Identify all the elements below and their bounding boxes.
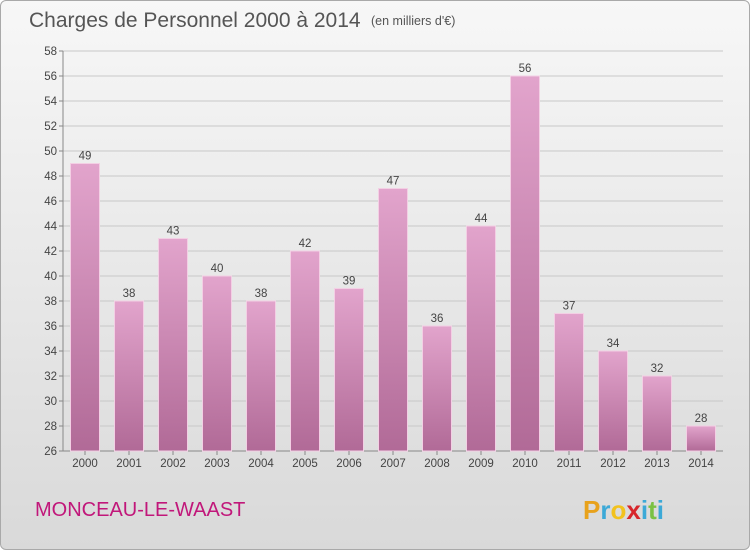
y-tick-label: 48: [44, 171, 57, 183]
y-tick-label: 30: [44, 396, 57, 408]
value-labels: 49 38 43 40 38 42 39 47 36 44 56 37 34 32 28: [79, 63, 708, 425]
bar-2012: [598, 350, 628, 452]
value-label-2010: 56: [519, 63, 532, 75]
y-tick-label: 36: [44, 321, 57, 333]
value-label-2007: 47: [387, 176, 400, 188]
value-label-2008: 36: [431, 313, 444, 325]
logo-letter: i: [641, 495, 648, 525]
y-tick-label: 32: [44, 371, 57, 383]
logo-letter: P: [583, 495, 600, 525]
bar-2007: [378, 188, 408, 452]
y-tick-label: 44: [44, 221, 57, 233]
x-tick-label-2012: 2012: [600, 458, 626, 470]
y-tick-label: 52: [44, 121, 57, 133]
logo-letter: r: [600, 495, 610, 525]
x-tick-label-2003: 2003: [204, 458, 230, 470]
bar-2004: [246, 300, 276, 452]
value-label-2000: 49: [79, 151, 92, 163]
bar-2003: [202, 275, 232, 452]
y-tick-label: 34: [44, 346, 57, 358]
y-tick-label: 40: [44, 271, 57, 283]
value-label-2002: 43: [167, 226, 180, 238]
x-tick-label-2014: 2014: [688, 458, 714, 470]
value-label-2009: 44: [475, 213, 488, 225]
bar-2006: [334, 288, 364, 452]
logo-letter: x: [626, 495, 641, 525]
bar-2010: [510, 75, 540, 452]
value-label-2013: 32: [651, 363, 664, 375]
x-axis: 2000 2001 2002 2003 2004 2005 2006 2007 2008 2009…: [72, 451, 714, 470]
x-tick-label-2011: 2011: [557, 458, 582, 470]
x-tick-label-2010: 2010: [512, 458, 538, 470]
x-tick-label-2002: 2002: [160, 458, 186, 470]
y-tick-label: 38: [44, 296, 57, 308]
bar-2013: [642, 375, 672, 452]
x-tick-label-2001: 2001: [116, 458, 142, 470]
y-tick-label: 26: [44, 446, 57, 458]
location-label: MONCEAU-LE-WAAST: [35, 499, 245, 521]
x-tick-label-2007: 2007: [380, 458, 406, 470]
value-label-2011: 37: [563, 301, 576, 313]
bar-2002: [158, 238, 188, 452]
x-tick-label-2006: 2006: [336, 458, 362, 470]
y-tick-label: 28: [44, 421, 57, 433]
y-tick-label: 50: [44, 146, 57, 158]
y-tick-label: 54: [44, 96, 57, 108]
logo-letter: i: [657, 495, 664, 525]
x-tick-label-2000: 2000: [72, 458, 98, 470]
bar-2011: [554, 313, 584, 452]
bar-2000: [70, 163, 100, 452]
y-tick-label: 46: [44, 196, 57, 208]
bar-2005: [290, 250, 320, 452]
bar-2009: [466, 225, 496, 452]
proxiti-logo: Proxiti: [583, 495, 664, 525]
bar-2008: [422, 325, 452, 452]
x-tick-label-2009: 2009: [468, 458, 494, 470]
y-tick-label: 42: [44, 246, 57, 258]
value-label-2004: 38: [255, 288, 268, 300]
bars: [70, 75, 716, 452]
x-tick-label-2008: 2008: [424, 458, 450, 470]
logo-letter: o: [610, 495, 626, 525]
y-tick-label: 58: [44, 46, 57, 58]
bar-2014: [686, 425, 716, 452]
value-label-2014: 28: [695, 413, 708, 425]
x-tick-label-2005: 2005: [292, 458, 318, 470]
value-label-2012: 34: [607, 338, 620, 350]
x-tick-label-2004: 2004: [248, 458, 274, 470]
value-label-2005: 42: [299, 238, 312, 250]
value-label-2001: 38: [123, 288, 136, 300]
x-tick-label-2013: 2013: [644, 458, 670, 470]
value-label-2006: 39: [343, 276, 356, 288]
chart-title: Charges de Personnel 2000 à 2014: [29, 9, 361, 32]
chart-subtitle: (en milliers d'€): [371, 14, 455, 28]
logo-letter: t: [648, 495, 657, 525]
bar-2001: [114, 300, 144, 452]
value-label-2003: 40: [211, 263, 224, 275]
y-tick-label: 56: [44, 71, 57, 83]
